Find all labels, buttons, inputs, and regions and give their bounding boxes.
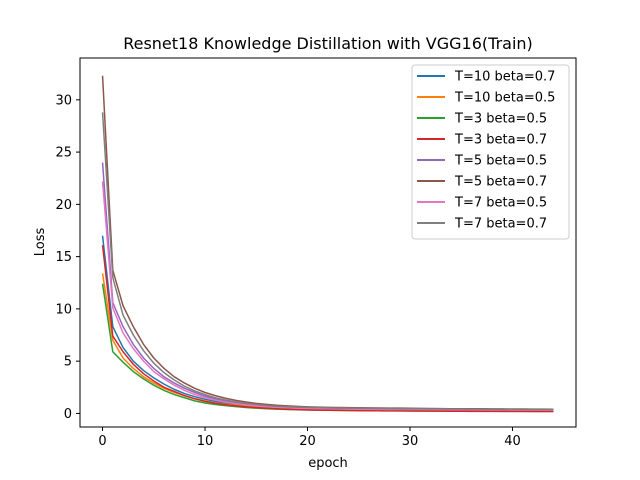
legend-label-0: T=10 beta=0.7 — [454, 70, 555, 85]
x-tick-label-0: 0 — [98, 434, 106, 449]
series-line-3 — [101, 245, 554, 413]
series-layer — [101, 75, 554, 413]
legend-label-5: T=5 beta=0.7 — [454, 175, 547, 190]
x-axis-label: epoch — [308, 456, 348, 471]
x-tick-label-3: 30 — [402, 434, 419, 449]
x-axis-ticks: 0 10 20 30 40 — [98, 427, 521, 449]
legend-label-4: T=5 beta=0.5 — [454, 154, 547, 169]
series-line-0 — [101, 235, 554, 412]
chart-title: Resnet18 Knowledge Distillation with VGG… — [123, 34, 533, 53]
y-axis-ticks: 0 5 10 15 20 25 30 — [55, 93, 80, 422]
y-tick-label-1: 5 — [64, 355, 72, 370]
legend-label-3: T=3 beta=0.7 — [454, 133, 547, 148]
y-tick-label-5: 25 — [55, 146, 72, 161]
plot-frame — [79, 57, 577, 428]
x-tick-label-4: 40 — [504, 434, 521, 449]
x-tick-label-1: 10 — [197, 434, 214, 449]
y-tick-label-3: 15 — [55, 250, 72, 265]
series-line-2 — [101, 283, 554, 413]
series-line-7 — [101, 112, 554, 411]
legend-label-7: T=7 beta=0.7 — [454, 217, 547, 232]
y-tick-label-4: 20 — [55, 198, 72, 213]
legend-box — [411, 64, 570, 240]
y-tick-label-0: 0 — [64, 407, 72, 422]
y-tick-label-6: 30 — [55, 93, 72, 108]
legend-label-2: T=3 beta=0.5 — [454, 112, 547, 127]
y-axis-label: Loss — [33, 228, 48, 257]
y-tick-label-2: 10 — [55, 302, 72, 317]
x-tick-label-2: 20 — [299, 434, 316, 449]
legend: T=10 beta=0.7 T=10 beta=0.5 T=3 beta=0.5 T=… — [411, 64, 570, 240]
legend-label-6: T=7 beta=0.5 — [454, 196, 547, 211]
legend-label-1: T=10 beta=0.5 — [454, 91, 555, 106]
